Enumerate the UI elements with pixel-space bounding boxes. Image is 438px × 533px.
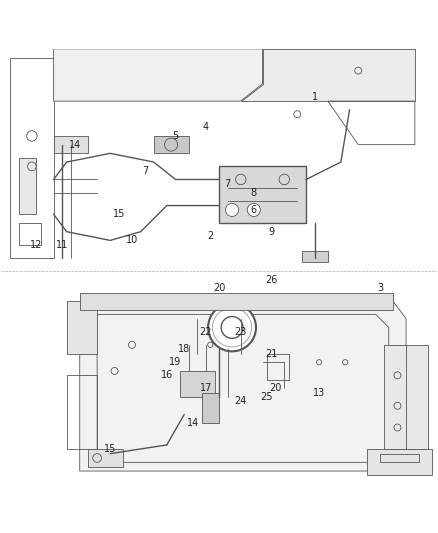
Circle shape (247, 204, 260, 216)
Text: 9: 9 (268, 227, 274, 237)
Text: 17: 17 (200, 383, 212, 393)
Bar (180, 371, 215, 397)
Text: 5: 5 (172, 131, 179, 141)
Text: 14: 14 (187, 418, 199, 428)
Text: 7: 7 (225, 179, 231, 189)
Circle shape (226, 204, 239, 216)
Text: 8: 8 (251, 188, 257, 198)
Text: 13: 13 (313, 387, 325, 398)
Polygon shape (53, 49, 262, 101)
Bar (88, 449, 123, 467)
Polygon shape (53, 136, 88, 154)
Text: 4: 4 (203, 122, 209, 132)
Text: 6: 6 (251, 205, 257, 215)
Text: 18: 18 (178, 344, 190, 354)
Text: 15: 15 (104, 445, 117, 454)
Text: 24: 24 (235, 397, 247, 407)
Text: 20: 20 (213, 283, 225, 293)
Text: 19: 19 (170, 357, 182, 367)
Text: 11: 11 (56, 240, 68, 250)
Text: 2: 2 (207, 231, 213, 241)
Text: 14: 14 (69, 140, 81, 150)
Text: 20: 20 (269, 383, 282, 393)
Bar (267, 353, 289, 379)
Text: 23: 23 (235, 327, 247, 337)
Text: 1: 1 (312, 92, 318, 102)
Text: 26: 26 (265, 274, 277, 285)
Polygon shape (241, 49, 415, 101)
Polygon shape (19, 158, 36, 214)
Text: 3: 3 (377, 283, 383, 293)
Circle shape (208, 303, 256, 351)
Text: 21: 21 (265, 349, 277, 359)
Polygon shape (67, 301, 97, 353)
Polygon shape (80, 293, 393, 310)
Text: 16: 16 (161, 370, 173, 381)
Circle shape (221, 317, 243, 338)
Polygon shape (367, 449, 432, 475)
Text: 25: 25 (261, 392, 273, 402)
Bar (201, 393, 219, 423)
Text: 10: 10 (126, 236, 138, 245)
Text: 12: 12 (30, 240, 42, 250)
Polygon shape (385, 345, 428, 449)
Bar (154, 136, 188, 154)
Text: 22: 22 (200, 327, 212, 337)
Bar (302, 251, 328, 262)
Text: 7: 7 (142, 166, 148, 176)
Text: 15: 15 (113, 209, 125, 219)
Polygon shape (80, 301, 406, 471)
Bar (219, 166, 306, 223)
